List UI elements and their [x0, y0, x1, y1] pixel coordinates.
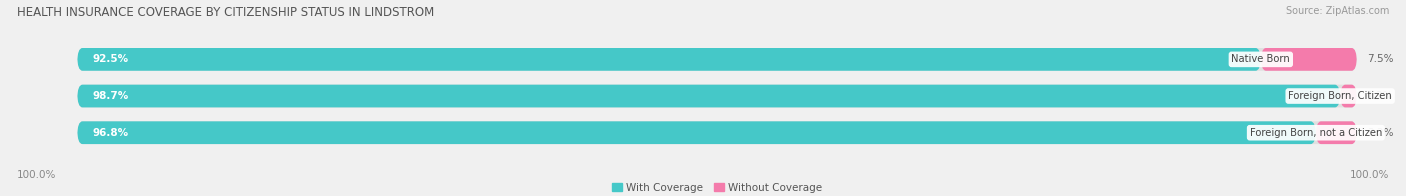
FancyBboxPatch shape [77, 85, 1340, 107]
Text: 98.7%: 98.7% [93, 91, 129, 101]
FancyBboxPatch shape [77, 48, 1357, 71]
Text: 100.0%: 100.0% [17, 170, 56, 180]
Text: Foreign Born, not a Citizen: Foreign Born, not a Citizen [1250, 128, 1382, 138]
FancyBboxPatch shape [1316, 121, 1357, 144]
Text: 96.8%: 96.8% [93, 128, 129, 138]
FancyBboxPatch shape [77, 121, 1316, 144]
Text: HEALTH INSURANCE COVERAGE BY CITIZENSHIP STATUS IN LINDSTROM: HEALTH INSURANCE COVERAGE BY CITIZENSHIP… [17, 6, 434, 19]
Text: Foreign Born, Citizen: Foreign Born, Citizen [1288, 91, 1392, 101]
FancyBboxPatch shape [1340, 85, 1357, 107]
FancyBboxPatch shape [77, 48, 1261, 71]
Text: 100.0%: 100.0% [1350, 170, 1389, 180]
Text: 3.2%: 3.2% [1367, 128, 1393, 138]
Text: Source: ZipAtlas.com: Source: ZipAtlas.com [1285, 6, 1389, 16]
Text: Native Born: Native Born [1232, 54, 1291, 64]
FancyBboxPatch shape [77, 121, 1357, 144]
Legend: With Coverage, Without Coverage: With Coverage, Without Coverage [607, 179, 827, 196]
Text: 1.3%: 1.3% [1367, 91, 1393, 101]
FancyBboxPatch shape [77, 85, 1357, 107]
FancyBboxPatch shape [1261, 48, 1357, 71]
Text: 92.5%: 92.5% [93, 54, 129, 64]
Text: 7.5%: 7.5% [1367, 54, 1393, 64]
